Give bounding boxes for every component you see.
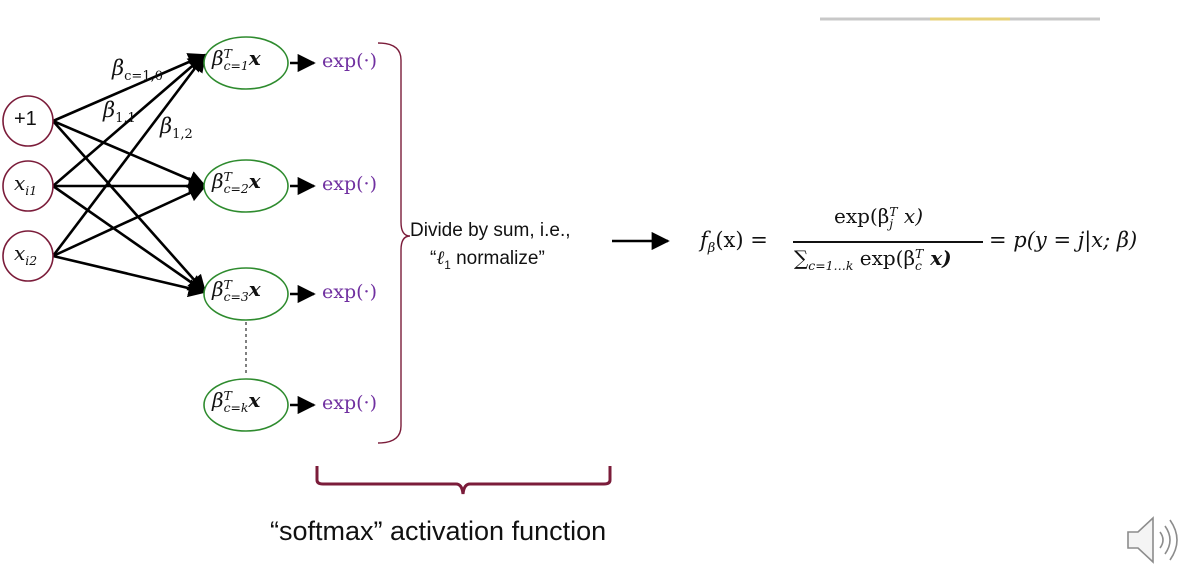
weight-label-1-1: β1,1 bbox=[103, 98, 136, 127]
input-label-xi2: xi2 bbox=[14, 241, 38, 268]
input-label-bias: +1 bbox=[14, 108, 37, 130]
unit-node-c3 bbox=[203, 267, 289, 321]
unit-node-c1 bbox=[203, 36, 289, 90]
input-node-bias bbox=[2, 95, 54, 147]
unit-node-ck bbox=[203, 378, 289, 432]
exp-group-brace bbox=[377, 42, 411, 444]
edge-bias-c3 bbox=[52, 120, 207, 294]
input-node-xi1 bbox=[2, 160, 54, 212]
weight-label-1-2: β1,2 bbox=[160, 114, 193, 143]
input-node-xi2 bbox=[2, 230, 54, 282]
edge-xi2-c2 bbox=[52, 184, 207, 258]
softmax-caption: “softmax” activation function bbox=[270, 516, 607, 546]
edge-xi1-c1 bbox=[52, 53, 207, 187]
exp-label-c1: exp(·) bbox=[322, 50, 377, 72]
normalize-text-line2: “ℓ1 normalize” bbox=[430, 247, 545, 272]
exp-label-ck: exp(·) bbox=[322, 392, 377, 414]
connection-edges bbox=[51, 53, 207, 298]
formula-rhs: = p(y = j|x; β) bbox=[989, 228, 1138, 252]
exp-label-c2: exp(·) bbox=[322, 173, 377, 195]
edge-xi1-c3 bbox=[52, 184, 207, 294]
edge-xi2-c3 bbox=[52, 254, 207, 298]
weight-label-c1-0: βc=1,0 bbox=[112, 56, 164, 85]
formula-lhs: fβ(x) = bbox=[700, 228, 768, 257]
edge-bias-c1 bbox=[52, 53, 207, 123]
unit-node-c2 bbox=[203, 159, 289, 213]
edge-xi2-c1 bbox=[51, 53, 207, 257]
speaker-icon[interactable] bbox=[1127, 516, 1178, 564]
normalize-text-line1: Divide by sum, i.e., bbox=[410, 220, 571, 241]
input-label-xi1: xi1 bbox=[14, 171, 38, 198]
exp-label-c3: exp(·) bbox=[322, 281, 377, 303]
formula-fraction-bar bbox=[793, 241, 983, 243]
softmax-brace bbox=[315, 466, 612, 495]
